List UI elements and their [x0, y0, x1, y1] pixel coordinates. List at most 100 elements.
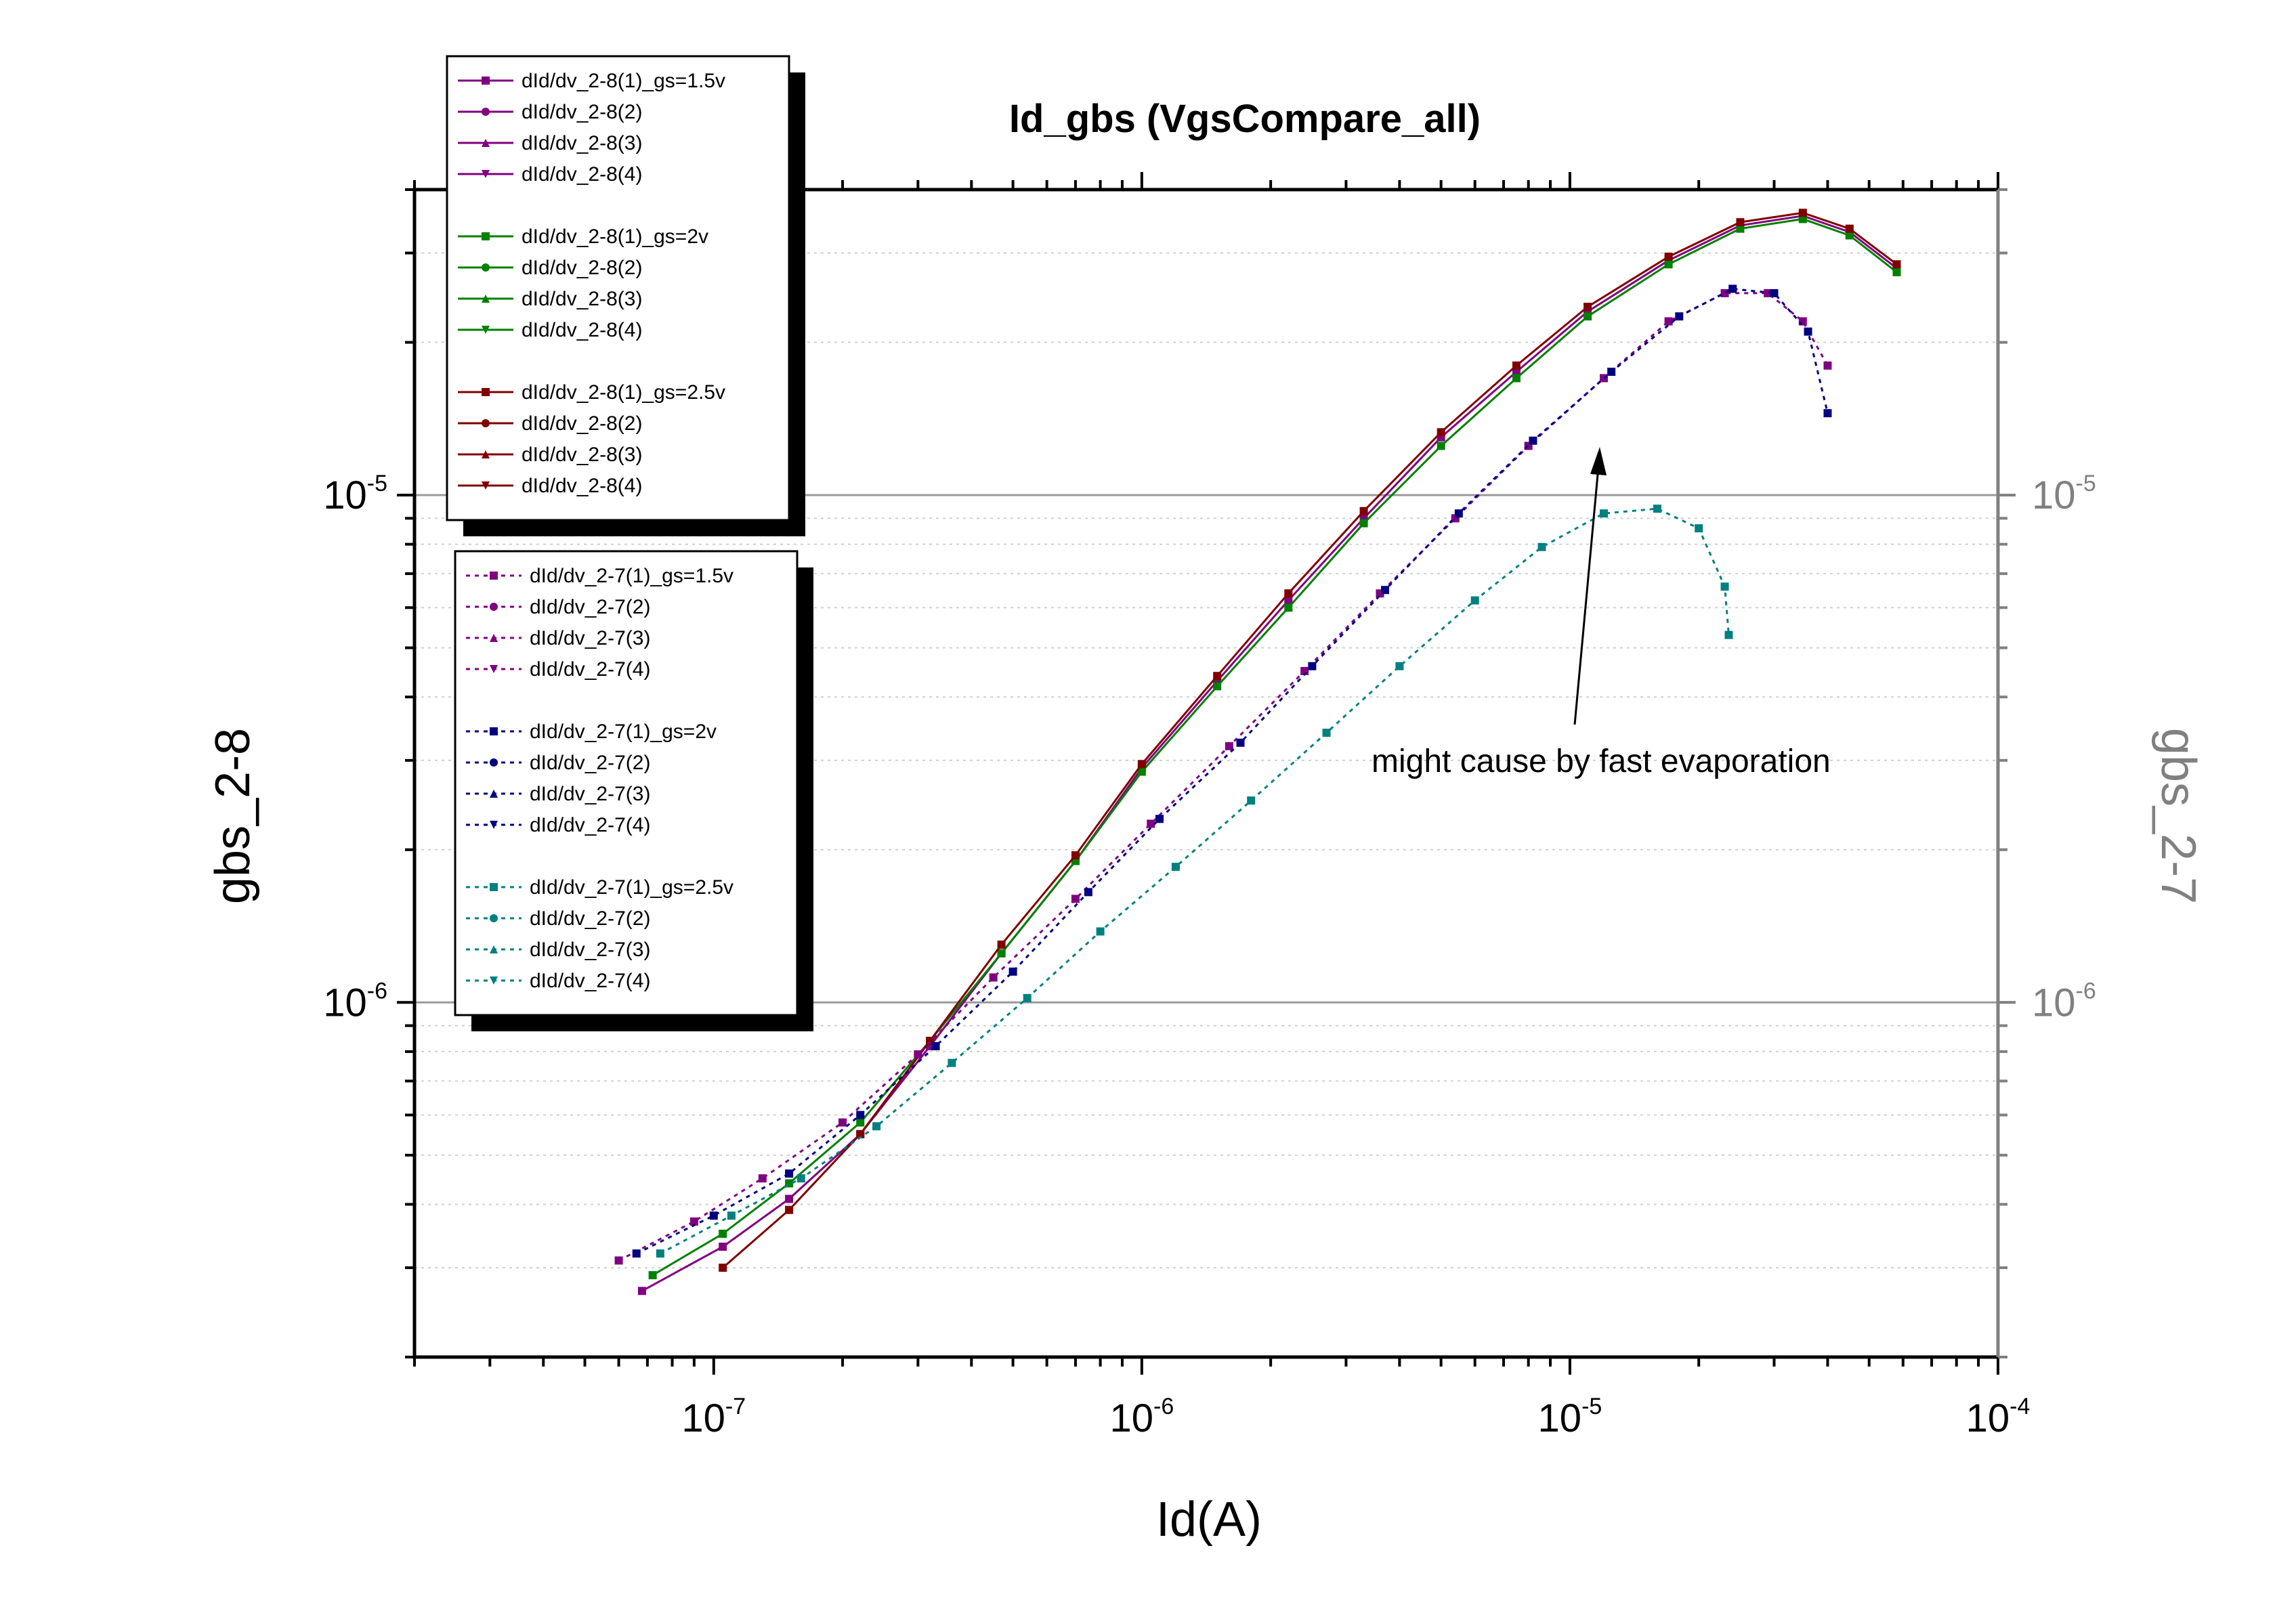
data-point — [1236, 738, 1245, 747]
data-point — [1395, 662, 1404, 670]
data-point — [872, 1122, 881, 1131]
data-point — [482, 419, 490, 427]
data-point — [1225, 742, 1233, 750]
data-point — [1137, 767, 1146, 776]
x-tick-label: 10-7 — [681, 1394, 746, 1440]
data-point — [1284, 596, 1293, 605]
data-point — [1675, 312, 1684, 321]
data-point — [785, 1205, 794, 1214]
data-point — [490, 945, 498, 953]
series-layer — [614, 209, 1901, 1295]
x-tick-label: 10-6 — [1109, 1394, 1174, 1440]
data-point — [1664, 253, 1673, 261]
legend-label: dId/dv_2-8(2) — [522, 101, 642, 123]
data-point — [490, 727, 498, 735]
series — [648, 215, 1901, 1280]
y-axis-label: gbs_2-8 — [206, 728, 260, 904]
data-point — [1512, 361, 1521, 370]
data-point — [758, 1174, 767, 1183]
data-point — [637, 1287, 646, 1295]
data-point — [1454, 509, 1463, 518]
data-point — [648, 1271, 657, 1280]
ticks: 10-7 10-6 10-5 10-4 10-6 10-6 10-5 10-5 — [323, 172, 2096, 1440]
data-point — [1653, 504, 1661, 513]
legend-2-7: dId/dv_2-7(1)_gs=1.5v dId/dv_2-7(2) dId/dv… — [454, 550, 813, 1031]
data-point — [1736, 218, 1745, 227]
annotation-text: might cause by fast evaporation — [1372, 744, 1831, 779]
data-point — [856, 1111, 865, 1119]
legend-label: dId/dv_2-8(1)_gs=2v — [522, 225, 708, 248]
data-point — [490, 883, 498, 891]
data-point — [1071, 851, 1080, 860]
legend-label: dId/dv_2-7(2) — [530, 596, 650, 618]
data-point — [490, 821, 498, 829]
legend-label: dId/dv_2-8(1)_gs=1.5v — [522, 70, 725, 92]
data-point — [796, 1174, 805, 1183]
data-point — [1664, 260, 1673, 269]
data-point — [490, 665, 498, 673]
data-point — [490, 758, 498, 767]
data-point — [1798, 209, 1807, 217]
legend-label: dId/dv_2-7(3) — [530, 939, 650, 961]
legend-label: dId/dv_2-7(4) — [530, 814, 650, 836]
y2-tick-label: 10-6 — [2032, 978, 2096, 1025]
legend-box — [446, 55, 790, 521]
data-point — [1664, 317, 1673, 326]
annotation: might cause by fast evaporation — [1372, 447, 1831, 779]
data-point — [948, 1058, 956, 1067]
data-point — [482, 326, 490, 334]
legend-label: dId/dv_2-7(2) — [530, 752, 650, 774]
legend-label: dId/dv_2-7(4) — [530, 970, 650, 992]
legend-2-8: dId/dv_2-8(1)_gs=1.5v dId/dv_2-8(2) dId/dv… — [446, 55, 805, 536]
data-point — [1798, 215, 1807, 223]
data-point — [1284, 589, 1293, 598]
data-point — [1512, 367, 1521, 376]
legend-label: dId/dv_2-8(3) — [522, 132, 642, 154]
data-point — [1147, 819, 1155, 828]
data-point — [1804, 327, 1812, 336]
series — [719, 209, 1901, 1272]
data-point — [1728, 284, 1737, 293]
data-point — [1171, 863, 1180, 872]
data-point — [490, 572, 498, 580]
data-point — [1736, 224, 1745, 233]
data-point — [1470, 596, 1479, 605]
x-tick-label: 10-5 — [1538, 1394, 1602, 1440]
y2-axis-label: gbs_2-7 — [2151, 728, 2205, 904]
data-point — [1084, 888, 1092, 897]
data-point — [1008, 967, 1017, 976]
data-point — [490, 976, 498, 985]
series — [656, 504, 1733, 1258]
data-point — [490, 790, 498, 798]
legend-label: dId/dv_2-7(1)_gs=2v — [530, 721, 717, 743]
legend-label: dId/dv_2-8(4) — [522, 319, 642, 341]
data-point — [1071, 895, 1080, 903]
data-point — [1137, 760, 1146, 769]
data-point — [482, 450, 490, 458]
y-tick-label: 10-6 — [323, 978, 387, 1025]
data-point — [1023, 993, 1032, 1002]
legend-label: dId/dv_2-7(3) — [530, 627, 650, 649]
legend-label: dId/dv_2-8(4) — [522, 475, 642, 497]
data-point — [482, 263, 490, 272]
data-point — [689, 1217, 698, 1226]
legend-label: dId/dv_2-7(1)_gs=1.5v — [530, 565, 734, 587]
data-point — [482, 139, 490, 147]
data-point — [1845, 224, 1854, 233]
data-point — [490, 603, 498, 611]
data-point — [709, 1211, 718, 1220]
data-point — [719, 1243, 727, 1251]
data-point — [1213, 682, 1222, 691]
data-point — [1892, 260, 1901, 269]
data-point — [1529, 436, 1537, 445]
data-point — [1845, 231, 1854, 240]
data-point — [482, 108, 490, 116]
data-point — [1096, 927, 1105, 936]
data-point — [856, 1130, 865, 1138]
data-point — [482, 388, 490, 396]
legend-label: dId/dv_2-7(3) — [530, 783, 650, 805]
y2-tick-label: 10-5 — [2032, 471, 2096, 517]
data-point — [1512, 374, 1521, 383]
legend-box — [454, 550, 799, 1016]
data-point — [727, 1211, 736, 1220]
